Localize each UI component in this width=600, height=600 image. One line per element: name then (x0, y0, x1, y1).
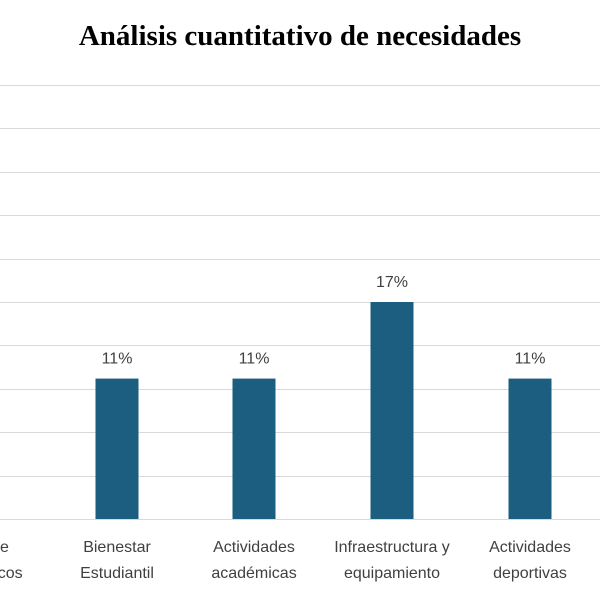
category-label: Actividades (489, 539, 571, 556)
bar (370, 302, 414, 519)
bar (95, 378, 139, 519)
data-label: 11% (239, 351, 270, 368)
bar (232, 378, 276, 519)
data-label: 11% (515, 351, 546, 368)
chart-title: Análisis cuantitativo de necesidades (78, 20, 522, 52)
category-label: Bienestar (83, 539, 151, 556)
category-label: de (0, 539, 9, 556)
category-label: deportivas (493, 565, 567, 582)
category-label: físicos (0, 565, 23, 582)
data-label: 11% (102, 351, 133, 368)
category-label: Infraestructura y (334, 539, 450, 556)
bar (508, 378, 552, 519)
category-label: equipamiento (344, 565, 440, 582)
category-label: Actividades (213, 539, 295, 556)
category-label: Estudiantil (80, 565, 154, 582)
data-label: 17% (376, 274, 408, 291)
category-label: académicas (211, 565, 296, 582)
